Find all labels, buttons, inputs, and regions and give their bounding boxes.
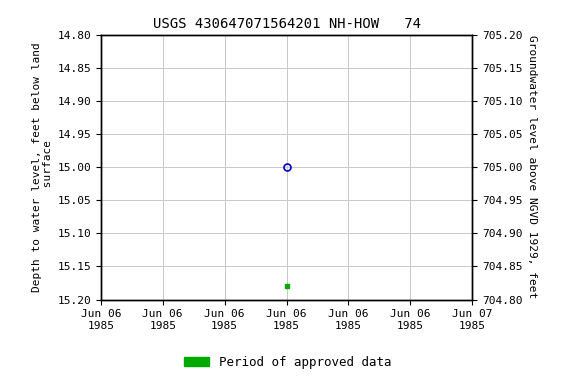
Title: USGS 430647071564201 NH-HOW   74: USGS 430647071564201 NH-HOW 74: [153, 17, 420, 31]
Y-axis label: Depth to water level, feet below land
 surface: Depth to water level, feet below land su…: [32, 42, 53, 292]
Y-axis label: Groundwater level above NGVD 1929, feet: Groundwater level above NGVD 1929, feet: [526, 35, 537, 299]
Legend: Period of approved data: Period of approved data: [179, 351, 397, 374]
